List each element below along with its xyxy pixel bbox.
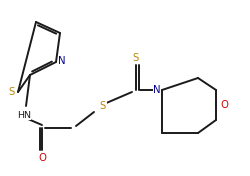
Text: S: S <box>9 87 15 97</box>
Text: O: O <box>38 153 46 163</box>
Text: N: N <box>153 85 161 95</box>
Text: S: S <box>133 53 139 63</box>
Text: S: S <box>100 101 106 111</box>
Text: O: O <box>220 100 228 110</box>
Text: N: N <box>58 56 66 66</box>
Text: HN: HN <box>17 111 31 120</box>
